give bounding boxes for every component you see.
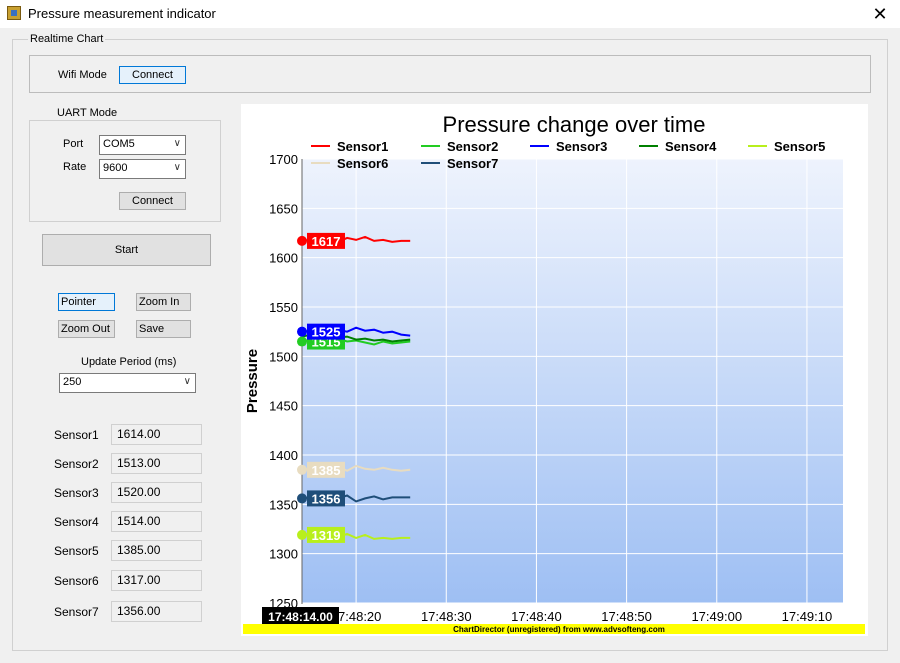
- sensor6-value: 1317.00: [111, 570, 202, 591]
- wifi-connect-button[interactable]: Connect: [119, 66, 186, 84]
- update-period-select[interactable]: 250 ∨: [59, 373, 196, 393]
- zoom-out-button[interactable]: Zoom Out: [58, 320, 115, 338]
- series-start-marker: [297, 235, 307, 246]
- close-button[interactable]: ✕: [872, 4, 888, 24]
- legend-entry: Sensor1: [337, 139, 388, 154]
- sensor2-value: 1513.00: [111, 453, 202, 474]
- save-button[interactable]: Save: [136, 320, 191, 338]
- legend-entry: Sensor7: [447, 156, 498, 171]
- chevron-down-icon: ∨: [173, 162, 181, 173]
- series-start-label: 1385: [312, 463, 341, 478]
- rate-value: 9600: [103, 162, 128, 174]
- series-start-label-box: [307, 232, 345, 249]
- sensor2-label: Sensor2: [54, 457, 99, 471]
- port-value: COM5: [103, 138, 135, 150]
- realtime-chart-group-label: Realtime Chart: [28, 33, 106, 45]
- legend-entry: Sensor3: [556, 139, 607, 154]
- uart-mode-group: [29, 120, 221, 222]
- sensor7-label: Sensor7: [54, 605, 99, 619]
- port-label: Port: [63, 138, 84, 150]
- y-tick-label: 1700: [269, 152, 298, 167]
- port-select[interactable]: COM5 ∨: [99, 135, 186, 155]
- grid-lines: [302, 158, 843, 604]
- x-tick-label: 17:49:00: [691, 609, 742, 624]
- series-start-label-box: [307, 526, 345, 543]
- x-tick-label: 17:49:10: [782, 609, 833, 624]
- legend-entry: Sensor2: [447, 139, 498, 154]
- plot-area: [302, 159, 843, 603]
- chart-footer-bar: [243, 624, 865, 634]
- uart-mode-group-label: UART Mode: [55, 107, 120, 119]
- uart-connect-button[interactable]: Connect: [119, 192, 186, 210]
- rate-label: Rate: [63, 161, 87, 173]
- series-start-label: 1525: [312, 325, 341, 340]
- series-start-label: 1617: [312, 234, 341, 249]
- series-start-label-box: [307, 323, 345, 340]
- x-tick-label: 17:48:30: [421, 609, 472, 624]
- series-start-marker: [297, 529, 307, 540]
- series-start-label: 1319: [312, 528, 341, 543]
- series-start-marker: [297, 464, 307, 475]
- title-bar: Pressure measurement indicator ✕: [0, 0, 900, 28]
- sensor3-value: 1520.00: [111, 482, 202, 503]
- series-start-label-box: [307, 490, 345, 507]
- legend-entry: Sensor4: [665, 139, 717, 154]
- y-tick-label: 1650: [269, 201, 298, 216]
- series-start-marker: [297, 493, 307, 504]
- chart-title: Pressure change over time: [443, 112, 706, 137]
- sensor4-value: 1514.00: [111, 511, 202, 532]
- chart-legend: Sensor1 Sensor2 Sensor3 Sensor4 Sensor5 Senso…: [311, 139, 825, 171]
- sensor5-label: Sensor5: [54, 544, 99, 558]
- update-period-label: Update Period (ms): [81, 356, 177, 368]
- rate-select[interactable]: 9600 ∨: [99, 159, 186, 179]
- legend-entry: Sensor5: [774, 139, 825, 154]
- pressure-chart[interactable]: 1250130013501400145015001550160016501700…: [241, 104, 868, 636]
- sensor6-label: Sensor6: [54, 574, 99, 588]
- y-tick-label: 1550: [269, 300, 298, 315]
- x-tick-label: 17:48:50: [601, 609, 652, 624]
- chart-footer: ChartDirector (unregistered) from www.ad…: [453, 625, 665, 634]
- chevron-down-icon: ∨: [173, 138, 181, 149]
- chevron-down-icon: ∨: [183, 376, 191, 387]
- y-axis-label: Pressure: [244, 349, 261, 413]
- sensor1-value: 1614.00: [111, 424, 202, 445]
- app-icon: [7, 6, 21, 20]
- y-tick-label: 1600: [269, 251, 298, 266]
- sensor3-label: Sensor3: [54, 486, 99, 500]
- y-tick-label: 1500: [269, 349, 298, 364]
- x-tick-label: 17:48:20: [331, 609, 382, 624]
- y-tick-label: 1400: [269, 448, 298, 463]
- y-tick-label: 1450: [269, 399, 298, 414]
- sensor4-label: Sensor4: [54, 515, 99, 529]
- window-title: Pressure measurement indicator: [28, 6, 216, 21]
- y-tick-label: 1300: [269, 547, 298, 562]
- update-period-value: 250: [63, 376, 82, 388]
- realtime-chart-group: [12, 39, 888, 651]
- sensor1-label: Sensor1: [54, 428, 99, 442]
- wifi-mode-label: Wifi Mode: [58, 69, 107, 81]
- y-tick-label: 1350: [269, 497, 298, 512]
- series-start-label: 1356: [312, 491, 341, 506]
- sensor7-value: 1356.00: [111, 601, 202, 622]
- zoom-in-button[interactable]: Zoom In: [136, 293, 191, 311]
- cursor-time: 17:48:14.00: [268, 610, 333, 624]
- x-axis: 17:48:20 17:48:30 17:48:40 17:48:50 17:49:00…: [331, 609, 832, 624]
- series-start-marker: [297, 326, 307, 337]
- sensor5-value: 1385.00: [111, 540, 202, 561]
- wifi-panel: [29, 55, 871, 93]
- cursor-time-badge: [262, 607, 339, 625]
- legend-entry: Sensor6: [337, 156, 388, 171]
- x-tick-label: 17:48:40: [511, 609, 562, 624]
- start-button[interactable]: Start: [42, 234, 211, 266]
- pointer-button[interactable]: Pointer: [58, 293, 115, 311]
- series-start-label-box: [307, 461, 345, 478]
- series-start-marker: [297, 336, 307, 347]
